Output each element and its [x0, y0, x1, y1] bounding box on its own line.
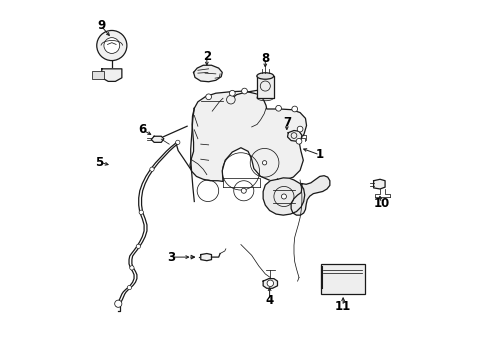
Circle shape [175, 140, 180, 144]
Circle shape [139, 210, 143, 215]
Circle shape [281, 194, 286, 199]
Circle shape [149, 167, 154, 171]
Text: 6: 6 [138, 123, 146, 136]
Text: 8: 8 [261, 51, 269, 64]
Circle shape [127, 285, 131, 290]
Polygon shape [263, 178, 304, 215]
Text: 11: 11 [334, 300, 350, 313]
Polygon shape [287, 131, 301, 141]
Text: 7: 7 [282, 116, 290, 129]
Circle shape [241, 88, 247, 94]
Polygon shape [201, 253, 211, 261]
Text: 2: 2 [203, 50, 210, 63]
Text: 1: 1 [315, 148, 323, 161]
Ellipse shape [256, 94, 273, 101]
FancyBboxPatch shape [92, 71, 104, 79]
Circle shape [229, 90, 235, 96]
Text: 10: 10 [373, 197, 389, 210]
Text: 3: 3 [166, 251, 175, 264]
Circle shape [266, 280, 273, 287]
Polygon shape [373, 179, 384, 189]
Polygon shape [263, 279, 277, 288]
Circle shape [104, 38, 120, 53]
Polygon shape [257, 76, 273, 98]
Text: 9: 9 [97, 19, 105, 32]
Circle shape [226, 95, 235, 104]
Circle shape [262, 161, 266, 165]
Circle shape [241, 188, 246, 193]
Circle shape [136, 244, 140, 248]
Polygon shape [102, 69, 122, 81]
Circle shape [297, 126, 303, 132]
Circle shape [296, 138, 301, 144]
Polygon shape [151, 136, 163, 142]
Polygon shape [290, 176, 329, 215]
Polygon shape [190, 91, 306, 181]
Circle shape [115, 300, 122, 307]
Ellipse shape [256, 73, 273, 79]
Text: 4: 4 [265, 294, 273, 307]
Text: 5: 5 [95, 156, 103, 168]
Circle shape [129, 266, 134, 270]
Circle shape [291, 106, 297, 112]
Circle shape [275, 105, 281, 111]
FancyBboxPatch shape [321, 264, 364, 294]
Circle shape [97, 31, 126, 60]
Circle shape [205, 94, 211, 100]
Polygon shape [193, 65, 222, 82]
